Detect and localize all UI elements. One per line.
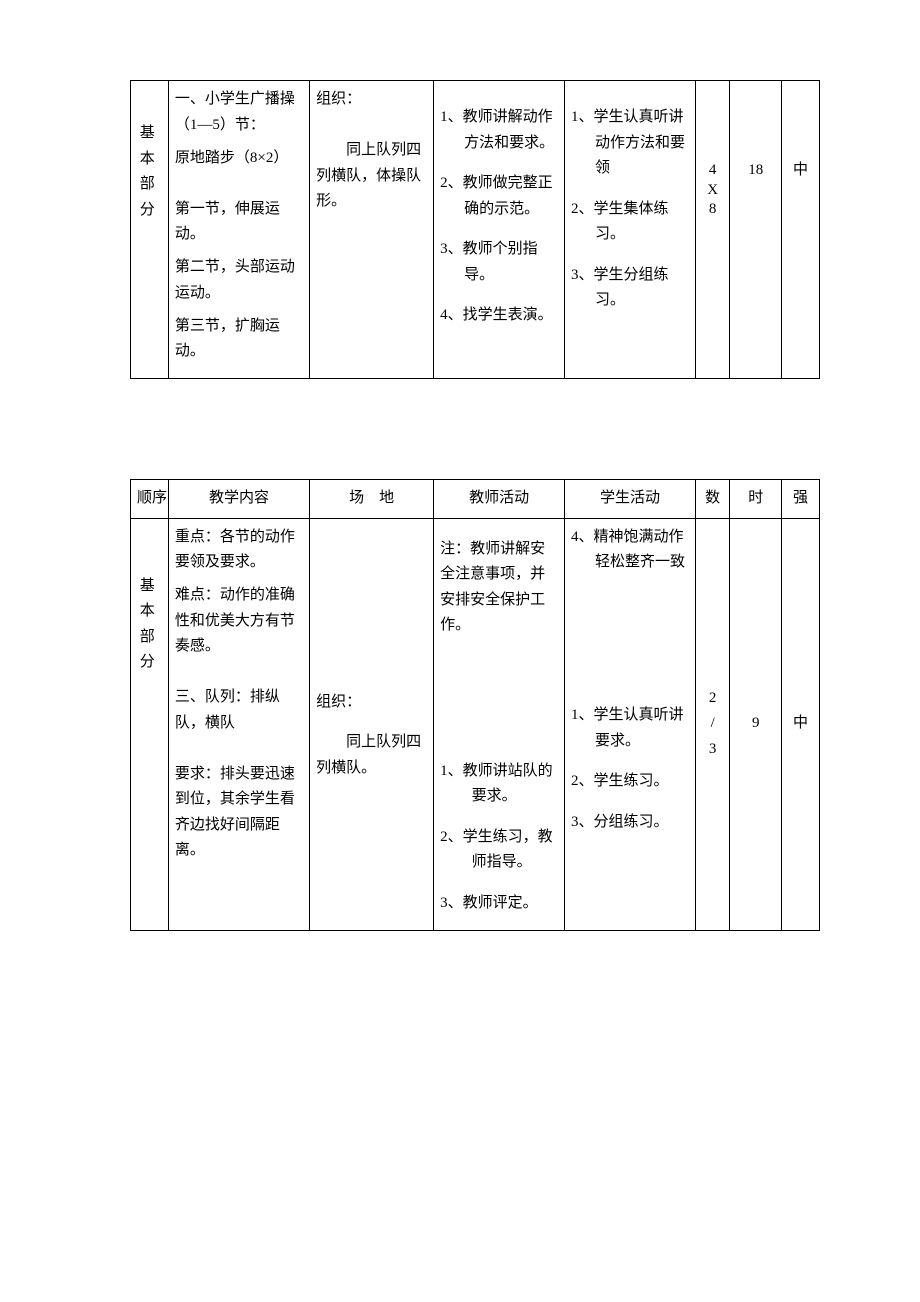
section-label-cell: 基 本 部 分 bbox=[131, 81, 169, 379]
content-sub1: 原地踏步（8×2） bbox=[175, 146, 303, 172]
count-line: 3 bbox=[702, 737, 723, 763]
content-heading: 一、小学生广播操（1—5）节： bbox=[175, 87, 303, 138]
count-cell: 4 X 8 bbox=[695, 81, 729, 379]
section-label-ch1: 基 bbox=[137, 574, 162, 600]
field-cell: 组织： 同上队列四列横队，体操队形。 bbox=[310, 81, 434, 379]
student-item: 1、学生认真听讲要求。 bbox=[571, 703, 689, 754]
header-student: 学生活动 bbox=[565, 480, 696, 519]
header-order: 顺序 bbox=[131, 480, 169, 519]
content-req: 要求：排头要迅速到位，其余学生看齐边找好间隔距离。 bbox=[175, 762, 303, 864]
section-label-ch3: 部 bbox=[137, 172, 162, 198]
lesson-table-2: 顺序 教学内容 场 地 教师活动 学生活动 数 时 强 基 本 部 分 重点：各… bbox=[130, 479, 820, 931]
section-label-ch2: 本 bbox=[137, 599, 162, 625]
student-activity-cell: 1、学生认真听讲动作方法和要领 2、学生集体练习。 3、学生分组练习。 bbox=[565, 81, 696, 379]
field-title: 组织： bbox=[316, 690, 427, 716]
time-cell: 9 bbox=[730, 518, 782, 930]
content-item: 第三节，扩胸运动。 bbox=[175, 314, 303, 365]
section-label-ch3: 部 bbox=[137, 625, 162, 651]
time-cell: 18 bbox=[730, 81, 782, 379]
count-line: X bbox=[702, 181, 723, 201]
header-num: 数 bbox=[695, 480, 729, 519]
teacher-activity-cell: 注：教师讲解安全注意事项，并安排安全保护工作。 1、教师讲站队的要求。 2、学生… bbox=[434, 518, 565, 930]
table-header-row: 顺序 教学内容 场 地 教师活动 学生活动 数 时 强 bbox=[131, 480, 820, 519]
student-item: 2、学生集体练习。 bbox=[571, 197, 689, 248]
intensity-cell: 中 bbox=[782, 518, 820, 930]
student-item: 1、学生认真听讲动作方法和要领 bbox=[571, 105, 689, 182]
student-item: 3、分组练习。 bbox=[571, 810, 689, 836]
intensity-cell: 中 bbox=[782, 81, 820, 379]
section-label-ch1: 基 bbox=[137, 121, 162, 147]
field-body: 同上队列四列横队。 bbox=[316, 730, 427, 781]
section-label-ch2: 本 bbox=[137, 147, 162, 173]
student-top: 4、精神饱满动作轻松整齐一致 bbox=[571, 525, 689, 576]
teacher-activity-cell: 1、教师讲解动作方法和要求。 2、教师做完整正确的示范。 3、教师个别指导。 4… bbox=[434, 81, 565, 379]
table-row: 基 本 部 分 重点：各节的动作要领及要求。 难点：动作的准确性和优美大方有节奏… bbox=[131, 518, 820, 930]
field-title: 组织： bbox=[316, 87, 427, 113]
teacher-item: 2、学生练习，教师指导。 bbox=[440, 825, 558, 876]
content-diff: 难点：动作的准确性和优美大方有节奏感。 bbox=[175, 583, 303, 660]
section-label-cell: 基 本 部 分 bbox=[131, 518, 169, 930]
content-item: 第一节，伸展运动。 bbox=[175, 197, 303, 248]
student-item: 3、学生分组练习。 bbox=[571, 263, 689, 314]
count-line: 4 bbox=[702, 161, 723, 181]
header-content: 教学内容 bbox=[168, 480, 309, 519]
table-row: 基 本 部 分 一、小学生广播操（1—5）节： 原地踏步（8×2） 第一节，伸展… bbox=[131, 81, 820, 379]
header-int: 强 bbox=[782, 480, 820, 519]
time-value: 9 bbox=[736, 711, 775, 737]
content-key: 重点：各节的动作要领及要求。 bbox=[175, 525, 303, 576]
field-cell: 组织： 同上队列四列横队。 bbox=[310, 518, 434, 930]
student-item: 2、学生练习。 bbox=[571, 769, 689, 795]
teaching-content-cell: 一、小学生广播操（1—5）节： 原地踏步（8×2） 第一节，伸展运动。 第二节，… bbox=[168, 81, 309, 379]
student-activity-cell: 4、精神饱满动作轻松整齐一致 1、学生认真听讲要求。 2、学生练习。 3、分组练… bbox=[565, 518, 696, 930]
teacher-item: 1、教师讲站队的要求。 bbox=[440, 759, 558, 810]
header-teacher: 教师活动 bbox=[434, 480, 565, 519]
teacher-item: 3、教师个别指导。 bbox=[440, 237, 558, 288]
section-label-ch4: 分 bbox=[137, 198, 162, 224]
header-time: 时 bbox=[730, 480, 782, 519]
teacher-note: 注：教师讲解安全注意事项，并安排安全保护工作。 bbox=[440, 537, 558, 639]
count-line: 2 bbox=[702, 686, 723, 712]
count-line: 8 bbox=[702, 200, 723, 220]
teacher-item: 2、教师做完整正确的示范。 bbox=[440, 171, 558, 222]
lesson-table-1: 基 本 部 分 一、小学生广播操（1—5）节： 原地踏步（8×2） 第一节，伸展… bbox=[130, 80, 820, 379]
section-label-ch4: 分 bbox=[137, 650, 162, 676]
content-item: 第二节，头部运动运动。 bbox=[175, 255, 303, 306]
intensity-value: 中 bbox=[788, 161, 813, 181]
intensity-value: 中 bbox=[788, 711, 813, 737]
field-body: 同上队列四列横队，体操队形。 bbox=[316, 138, 427, 215]
time-value: 18 bbox=[736, 161, 775, 181]
content-sec3: 三、队列：排纵队，横队 bbox=[175, 685, 303, 736]
teacher-item: 3、教师评定。 bbox=[440, 891, 558, 917]
count-line: / bbox=[702, 711, 723, 737]
count-cell: 2 / 3 bbox=[695, 518, 729, 930]
teacher-item: 4、找学生表演。 bbox=[440, 303, 558, 329]
teaching-content-cell: 重点：各节的动作要领及要求。 难点：动作的准确性和优美大方有节奏感。 三、队列：… bbox=[168, 518, 309, 930]
header-field: 场 地 bbox=[310, 480, 434, 519]
teacher-item: 1、教师讲解动作方法和要求。 bbox=[440, 105, 558, 156]
